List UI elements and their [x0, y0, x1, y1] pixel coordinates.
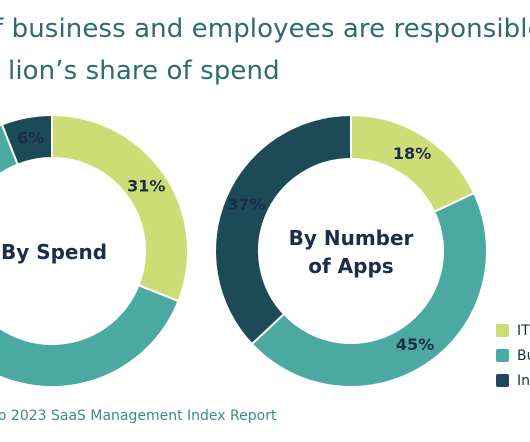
donut-1-label-individual: 6%: [17, 129, 44, 148]
donut-1-center-title: By Spend: [1, 240, 107, 264]
legend-label-individual: In: [517, 372, 530, 389]
donut-1-slice-individual: [0, 113, 53, 166]
donut-1-label-it: 31%: [127, 176, 165, 195]
donut-2-slice-business: [250, 191, 488, 388]
donut-2-label-business: 45%: [396, 335, 434, 354]
source-note: lo 2023 SaaS Management Index Report: [0, 408, 277, 424]
legend-item-business: Bu: [496, 343, 530, 368]
title-line-2: lion’s share of spend: [8, 56, 280, 86]
title-line-1: f business and employees are responsible: [0, 14, 530, 44]
donut-2-center-title: of Apps: [308, 254, 393, 278]
legend-swatch-individual: [496, 374, 509, 387]
legend-label-business: Bu: [517, 347, 530, 364]
donut-2-slice-individual: [214, 113, 352, 346]
legend: IT Bu In: [496, 318, 530, 393]
legend-item-individual: In: [496, 368, 530, 393]
donut-1-slice-it: [51, 113, 189, 303]
donut-2-label-individual: 37%: [227, 195, 265, 214]
donut-2-slice-it: [350, 113, 476, 214]
legend-item-it: IT: [496, 318, 530, 343]
donut-2-center-title: By Number: [289, 226, 414, 250]
donut-1-slice-business: [0, 123, 180, 388]
donut-2-label-it: 18%: [393, 144, 431, 163]
legend-swatch-business: [496, 349, 509, 362]
legend-swatch-it: [496, 324, 509, 337]
legend-label-it: IT: [517, 322, 530, 339]
